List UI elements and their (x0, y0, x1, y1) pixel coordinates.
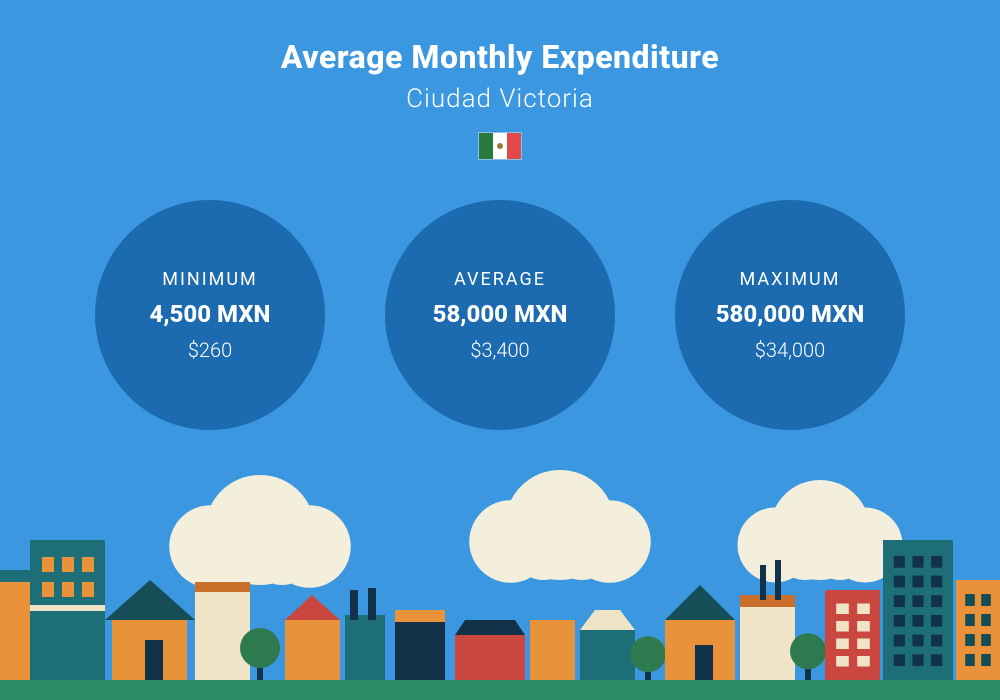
flag-stripe-green (479, 133, 493, 159)
cloud-icon (169, 470, 902, 588)
stat-label: MINIMUM (162, 269, 257, 290)
stat-circle-average: AVERAGE 58,000 MXN $3,400 (385, 200, 615, 430)
page-title: Average Monthly Expenditure (0, 38, 1000, 76)
infographic-canvas: Average Monthly Expenditure Ciudad Victo… (0, 0, 1000, 700)
stat-label: AVERAGE (454, 269, 546, 290)
stat-circles-row: MINIMUM 4,500 MXN $260 AVERAGE 58,000 MX… (0, 200, 1000, 430)
stat-label: MAXIMUM (740, 269, 841, 290)
ground (0, 680, 1000, 700)
flag-stripe-red (507, 133, 521, 159)
mexico-flag-icon (478, 132, 522, 160)
stat-value-mxn: 4,500 MXN (150, 300, 271, 328)
stat-value-mxn: 580,000 MXN (716, 300, 865, 328)
stat-value-usd: $3,400 (470, 338, 529, 362)
stat-circle-minimum: MINIMUM 4,500 MXN $260 (95, 200, 325, 430)
stat-value-mxn: 58,000 MXN (433, 300, 568, 328)
stat-value-usd: $260 (188, 338, 232, 362)
cityscape-illustration (0, 470, 1000, 700)
stat-value-usd: $34,000 (755, 338, 825, 362)
stat-circle-maximum: MAXIMUM 580,000 MXN $34,000 (675, 200, 905, 430)
page-subtitle: Ciudad Victoria (0, 84, 1000, 114)
flag-stripe-white (493, 133, 507, 159)
